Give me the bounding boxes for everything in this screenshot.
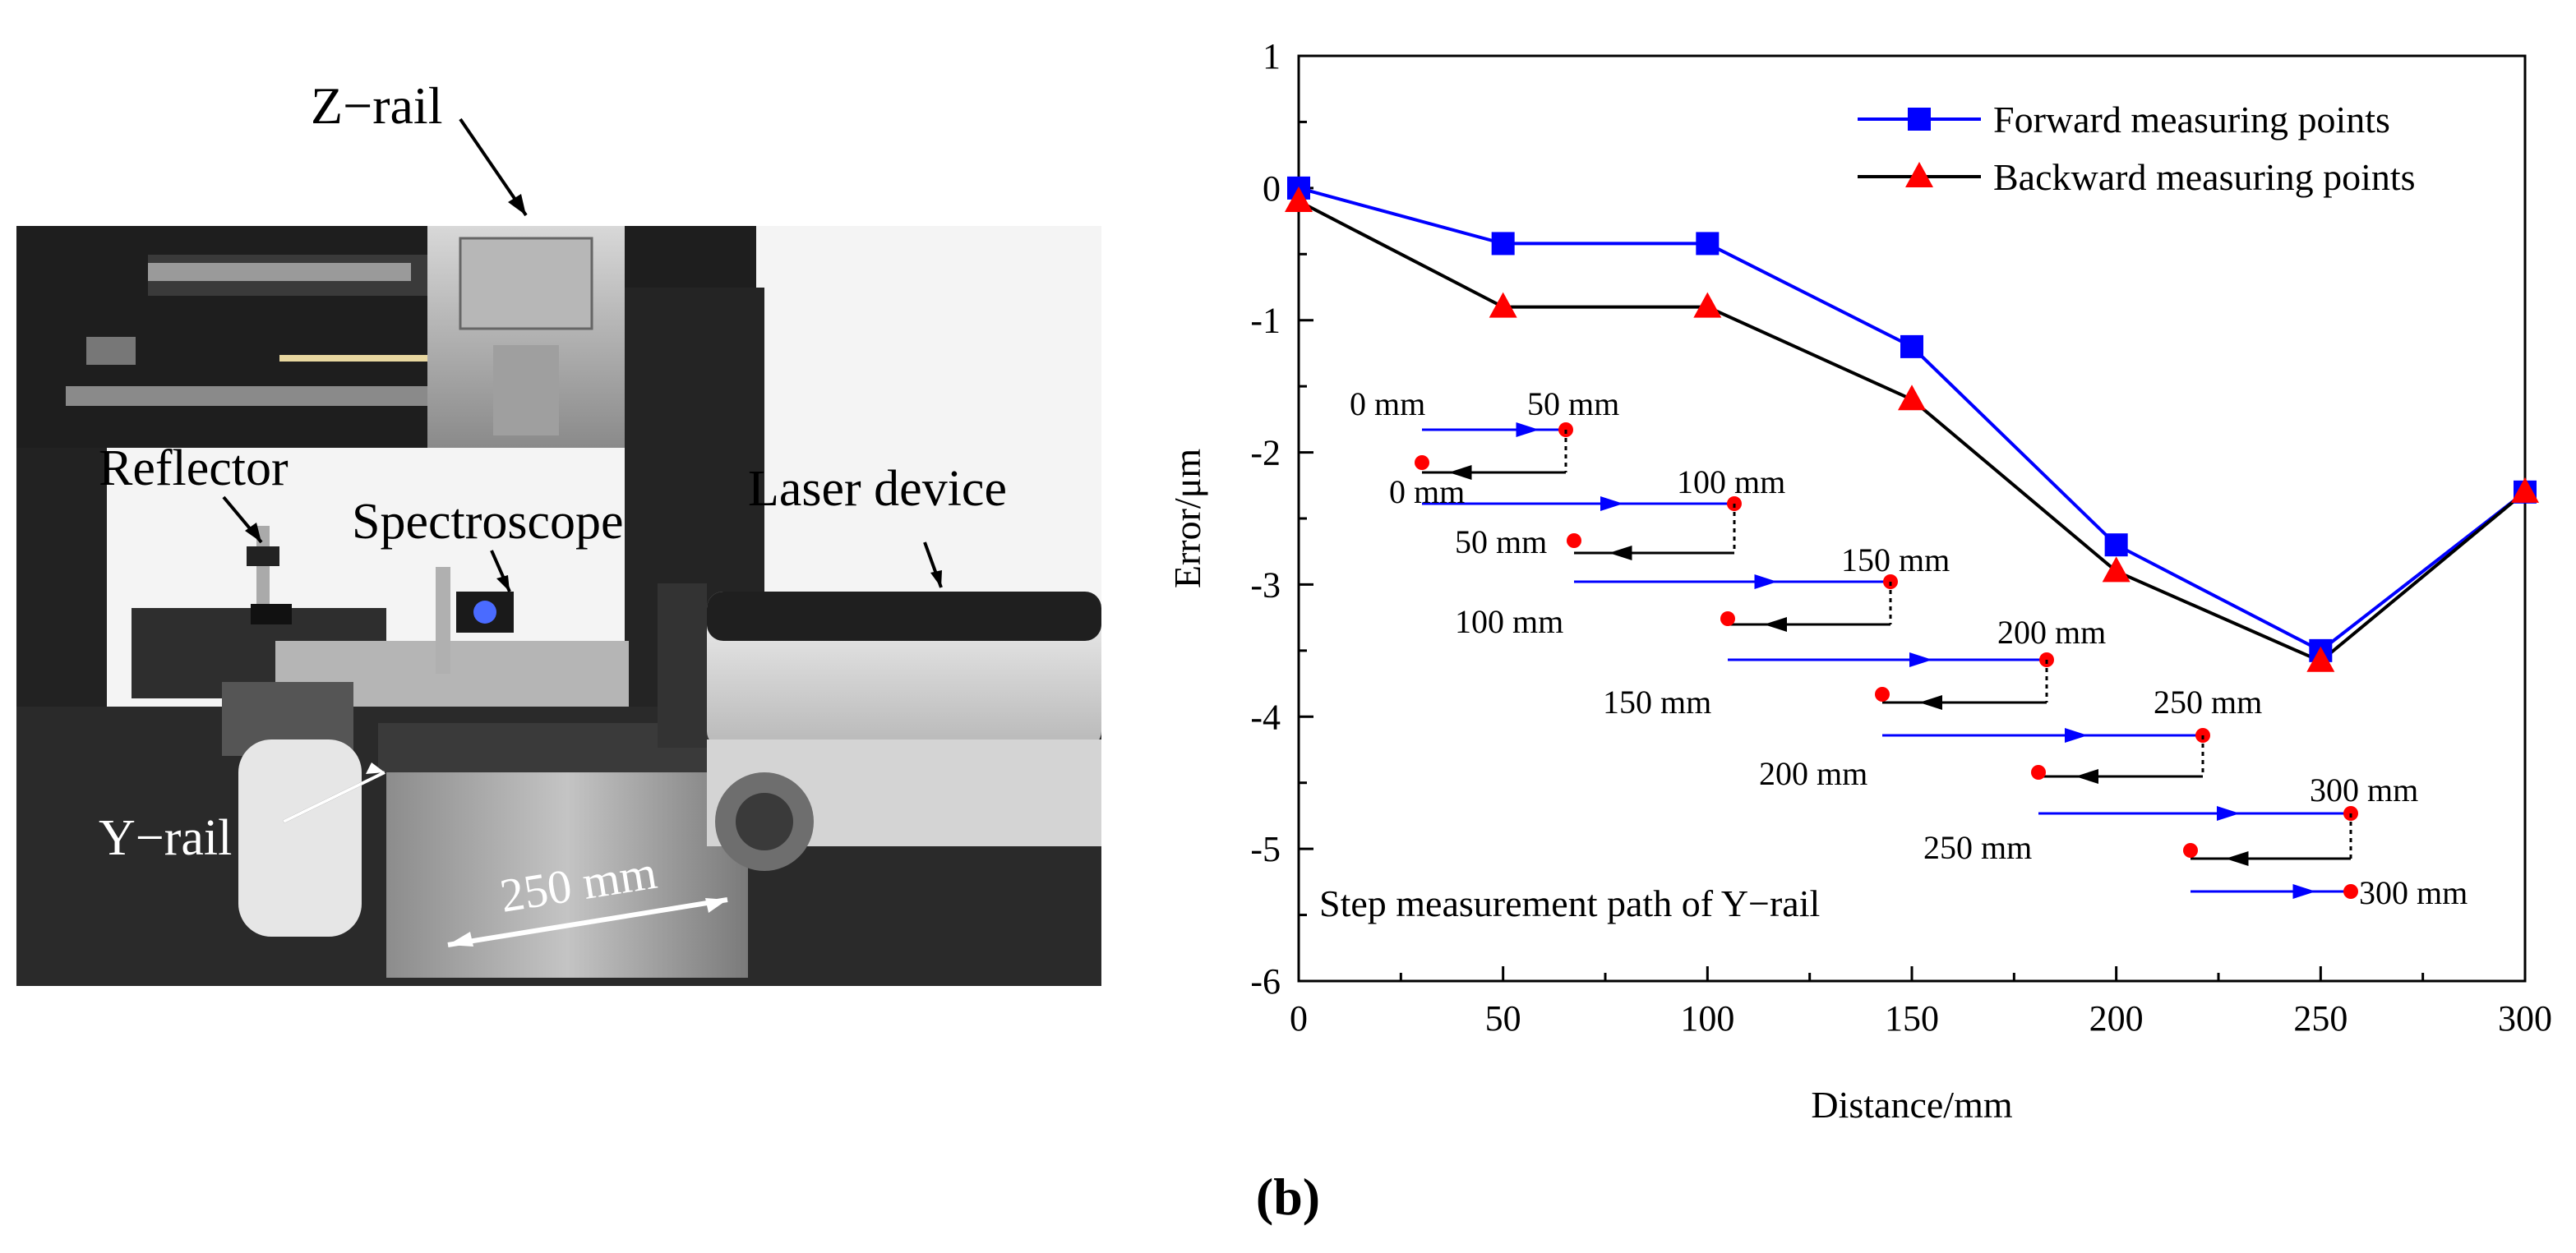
inset-point xyxy=(1415,455,1429,470)
inset-label: 0 mm xyxy=(1350,385,1425,422)
legend-label: Forward measuring points xyxy=(1993,99,2390,141)
legend-label: Backward measuring points xyxy=(1993,156,2416,198)
y-tick-label: -4 xyxy=(1250,697,1281,737)
x-tick-label: 150 xyxy=(1885,998,1939,1039)
x-tick-label: 250 xyxy=(2293,998,2347,1039)
series-line-2 xyxy=(1298,200,2527,664)
label-y-rail: Y−rail xyxy=(99,810,232,866)
inset-label: 100 mm xyxy=(1677,463,1785,500)
legend-square-marker xyxy=(1908,108,1931,131)
y-tick-label: 0 xyxy=(1263,168,1281,209)
figure-caption: (b) xyxy=(1255,1168,1321,1226)
backward-point xyxy=(1898,385,1926,411)
inset-backward-arrow-head xyxy=(2225,851,2249,866)
y-axis-label: Error/μm xyxy=(1166,449,1208,588)
label-laser-device: Laser device xyxy=(748,461,1007,517)
x-axis-label: Distance/mm xyxy=(1811,1084,2012,1126)
inset-label: 50 mm xyxy=(1455,523,1547,560)
inset-point xyxy=(1875,687,1890,702)
inset-backward-arrow-head xyxy=(1448,465,1472,480)
inset-label: 300 mm xyxy=(2310,772,2418,808)
forward-point xyxy=(1491,232,1515,256)
x-tick-label: 300 xyxy=(2498,998,2552,1039)
legend-triangle-marker xyxy=(1905,162,1933,187)
inset-point xyxy=(2343,884,2358,899)
inset-backward-arrow-head xyxy=(1609,546,1632,560)
backward-point xyxy=(1489,292,1517,318)
backward-point xyxy=(2511,477,2539,503)
forward-point xyxy=(1900,334,1923,358)
inset-point xyxy=(1567,533,1581,548)
inset-label: 50 mm xyxy=(1527,385,1619,422)
inset-forward-arrow-head xyxy=(2217,806,2240,821)
backward-point xyxy=(2306,646,2335,672)
x-tick-label: 0 xyxy=(1290,998,1308,1039)
inset-forward-arrow-head xyxy=(1516,422,1540,437)
backward-point xyxy=(1285,186,1313,212)
backward-point xyxy=(1693,292,1722,318)
inset-point xyxy=(1720,611,1735,626)
x-tick-label: 50 xyxy=(1485,998,1521,1039)
inset-label: 300 mm xyxy=(2359,874,2468,911)
y-rail-block xyxy=(386,764,748,978)
inset-forward-arrow-head xyxy=(2065,728,2088,743)
y-tick-label: -2 xyxy=(1250,433,1281,473)
y-tick-label: -1 xyxy=(1250,301,1281,341)
inset-label: 150 mm xyxy=(1603,684,1711,721)
forward-point xyxy=(2104,533,2128,557)
error-chart: 0 50 100 150 200 250 300 1 0 -1 -2 -3 -4 -5 -6 Forward… xyxy=(1166,36,2552,1126)
label-z-rail: Z−rail xyxy=(311,76,442,135)
inset-backward-arrow-head xyxy=(2075,769,2098,784)
inset-label: 100 mm xyxy=(1455,603,1563,640)
x-tick-label: 100 xyxy=(1680,998,1734,1039)
inset-forward-arrow-head xyxy=(1600,496,1623,511)
inset-label: 0 mm xyxy=(1389,473,1465,510)
y-tick-label: -3 xyxy=(1250,564,1281,605)
x-tick-label: 200 xyxy=(2089,998,2144,1039)
inset-point xyxy=(2183,843,2198,858)
inset-backward-arrow-head xyxy=(1764,617,1787,632)
inset-forward-arrow-head xyxy=(1909,652,1932,667)
apparatus-photo: Z−rail Reflector Spectroscope Laser devi… xyxy=(16,76,1101,986)
inset-title: Step measurement path of Y−rail xyxy=(1319,882,1820,924)
inset-label: 150 mm xyxy=(1841,541,1950,578)
inset-forward-arrow-head xyxy=(2292,884,2316,899)
forward-point xyxy=(1696,232,1720,256)
backward-point xyxy=(2102,556,2131,583)
inset-forward-arrow-head xyxy=(1754,574,1778,589)
inset-label: 200 mm xyxy=(1759,755,1867,792)
inset-label: 200 mm xyxy=(1997,614,2106,651)
label-spectroscope: Spectroscope xyxy=(352,494,624,550)
y-tick-label: -6 xyxy=(1250,961,1281,1002)
y-tick-label: 1 xyxy=(1263,36,1281,76)
inset-point xyxy=(2031,765,2046,780)
inset-label: 250 mm xyxy=(1923,829,2032,866)
label-reflector: Reflector xyxy=(99,440,289,496)
inset-backward-arrow-head xyxy=(1919,695,1942,710)
y-tick-label: -5 xyxy=(1250,829,1281,869)
inset-label: 250 mm xyxy=(2154,684,2262,721)
series-line-1 xyxy=(1298,186,2527,653)
